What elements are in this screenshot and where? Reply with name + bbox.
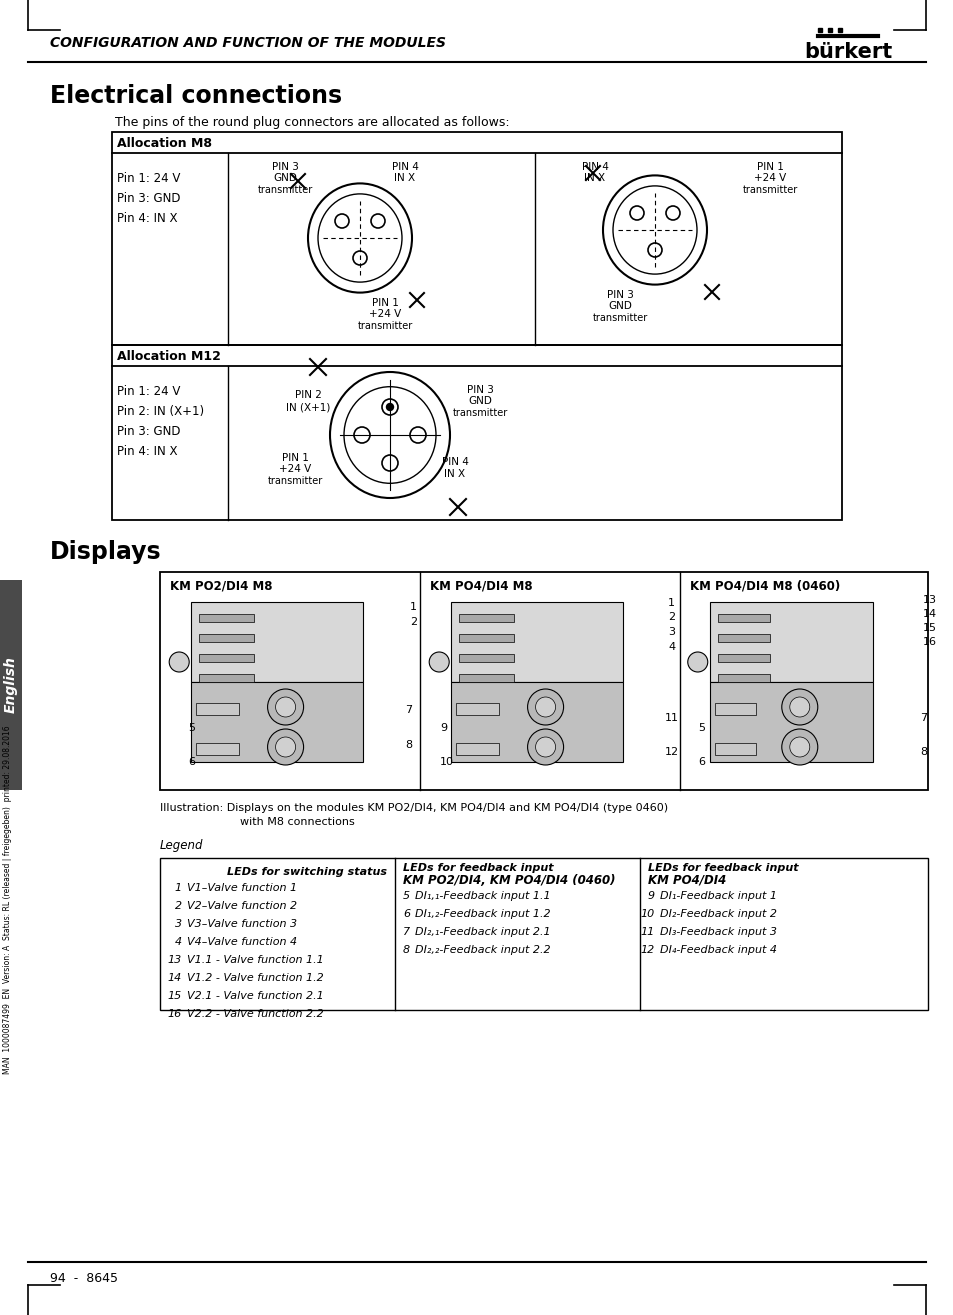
Bar: [191, 682, 362, 761]
Text: 14: 14: [923, 609, 936, 619]
Text: PIN 1: PIN 1: [371, 299, 398, 308]
Text: 11: 11: [664, 713, 679, 723]
Text: Allocation M12: Allocation M12: [117, 350, 221, 363]
Text: 7: 7: [405, 705, 412, 715]
Text: 6: 6: [188, 757, 194, 767]
Text: 15: 15: [923, 623, 936, 633]
Text: +24 V: +24 V: [753, 174, 785, 183]
Text: The pins of the round plug connectors are allocated as follows:: The pins of the round plug connectors ar…: [115, 116, 509, 129]
Text: 13: 13: [168, 955, 182, 965]
Text: LEDs for feedback input: LEDs for feedback input: [402, 863, 553, 873]
Circle shape: [527, 729, 563, 765]
Text: PIN 4: PIN 4: [441, 458, 468, 467]
Text: 7: 7: [919, 713, 926, 723]
Text: KM PO2/DI4, KM PO4/DI4 (0460): KM PO2/DI4, KM PO4/DI4 (0460): [402, 873, 615, 886]
Text: CONFIGURATION AND FUNCTION OF THE MODULES: CONFIGURATION AND FUNCTION OF THE MODULE…: [50, 36, 446, 50]
Text: 14: 14: [168, 973, 182, 984]
Text: 1: 1: [667, 598, 675, 608]
Text: 5: 5: [698, 723, 704, 732]
Text: V3–Valve function 3: V3–Valve function 3: [187, 919, 296, 928]
Bar: [717, 634, 769, 642]
Circle shape: [535, 736, 555, 757]
Text: DI₂-Feedback input 2: DI₂-Feedback input 2: [659, 909, 776, 919]
Circle shape: [267, 729, 303, 765]
Text: KM PO4/DI4 M8 (0460): KM PO4/DI4 M8 (0460): [689, 580, 840, 593]
Text: 3: 3: [174, 919, 182, 928]
Text: DI₄-Feedback input 4: DI₄-Feedback input 4: [659, 945, 776, 955]
Text: 5: 5: [188, 723, 194, 732]
Text: V2–Valve function 2: V2–Valve function 2: [187, 901, 296, 911]
Text: +24 V: +24 V: [278, 464, 311, 473]
Text: Illustration: Displays on the modules KM PO2/DI4, KM PO4/DI4 and KM PO4/DI4 (typ: Illustration: Displays on the modules KM…: [160, 803, 667, 813]
Circle shape: [535, 697, 555, 717]
Bar: [112, 132, 841, 345]
Text: KM PO2/DI4 M8: KM PO2/DI4 M8: [170, 580, 273, 593]
Text: 15: 15: [168, 992, 182, 1001]
Text: 4: 4: [174, 938, 182, 947]
Circle shape: [527, 689, 563, 725]
Bar: [199, 614, 253, 622]
Text: 2: 2: [667, 611, 675, 622]
Text: transmitter: transmitter: [267, 476, 322, 487]
Text: V2.2 - Valve function 2.2: V2.2 - Valve function 2.2: [187, 1009, 323, 1019]
Text: 13: 13: [923, 594, 936, 605]
Bar: [451, 682, 622, 761]
Bar: [458, 654, 514, 661]
Text: transmitter: transmitter: [357, 321, 413, 331]
Text: Displays: Displays: [50, 540, 161, 564]
Bar: [451, 602, 622, 682]
Text: Electrical connections: Electrical connections: [50, 84, 342, 108]
Text: V4–Valve function 4: V4–Valve function 4: [187, 938, 296, 947]
Text: 4: 4: [667, 642, 675, 652]
Text: DI₁,₁-Feedback input 1.1: DI₁,₁-Feedback input 1.1: [415, 892, 550, 901]
Text: 6: 6: [402, 909, 410, 919]
Text: 9: 9: [647, 892, 655, 901]
Circle shape: [789, 697, 809, 717]
Bar: [714, 704, 755, 715]
Text: English: English: [4, 656, 18, 714]
Text: DI₁-Feedback input 1: DI₁-Feedback input 1: [659, 892, 776, 901]
Text: IN X: IN X: [444, 469, 465, 479]
Text: IN X: IN X: [394, 174, 416, 183]
Text: PIN 1: PIN 1: [281, 452, 308, 463]
Circle shape: [386, 404, 393, 410]
Text: Legend: Legend: [160, 839, 203, 852]
Bar: [199, 675, 253, 682]
Text: 2: 2: [174, 901, 182, 911]
Bar: [199, 654, 253, 661]
Circle shape: [275, 697, 295, 717]
Text: V1–Valve function 1: V1–Valve function 1: [187, 882, 296, 893]
Bar: [0, 580, 22, 790]
Bar: [714, 743, 755, 755]
Text: IN X: IN X: [584, 174, 605, 183]
Text: PIN 2: PIN 2: [294, 391, 321, 400]
Bar: [717, 675, 769, 682]
Text: +24 V: +24 V: [369, 309, 400, 320]
Text: Pin 1: 24 V
Pin 2: IN (X+1)
Pin 3: GND
Pin 4: IN X: Pin 1: 24 V Pin 2: IN (X+1) Pin 3: GND P…: [117, 385, 204, 458]
Bar: [717, 614, 769, 622]
Text: transmitter: transmitter: [592, 313, 647, 323]
Text: 7: 7: [402, 927, 410, 938]
Text: 1: 1: [410, 602, 416, 611]
Text: transmitter: transmitter: [741, 185, 797, 195]
Bar: [458, 675, 514, 682]
Circle shape: [169, 652, 189, 672]
Text: PIN 3: PIN 3: [272, 162, 298, 172]
Text: 6: 6: [698, 757, 704, 767]
Text: 8: 8: [402, 945, 410, 955]
Bar: [199, 634, 253, 642]
Circle shape: [429, 652, 449, 672]
Circle shape: [275, 736, 295, 757]
Text: 94  -  8645: 94 - 8645: [50, 1272, 118, 1285]
Text: KM PO4/DI4: KM PO4/DI4: [647, 873, 725, 886]
Text: GND: GND: [607, 301, 631, 312]
Bar: [456, 743, 498, 755]
Text: PIN 3: PIN 3: [466, 385, 493, 394]
Bar: [709, 602, 873, 682]
Text: DI₂,₂-Feedback input 2.2: DI₂,₂-Feedback input 2.2: [415, 945, 550, 955]
Text: DI₁,₂-Feedback input 1.2: DI₁,₂-Feedback input 1.2: [415, 909, 550, 919]
Bar: [196, 704, 239, 715]
Circle shape: [781, 729, 817, 765]
Text: 1: 1: [174, 882, 182, 893]
Text: with M8 connections: with M8 connections: [240, 817, 355, 827]
